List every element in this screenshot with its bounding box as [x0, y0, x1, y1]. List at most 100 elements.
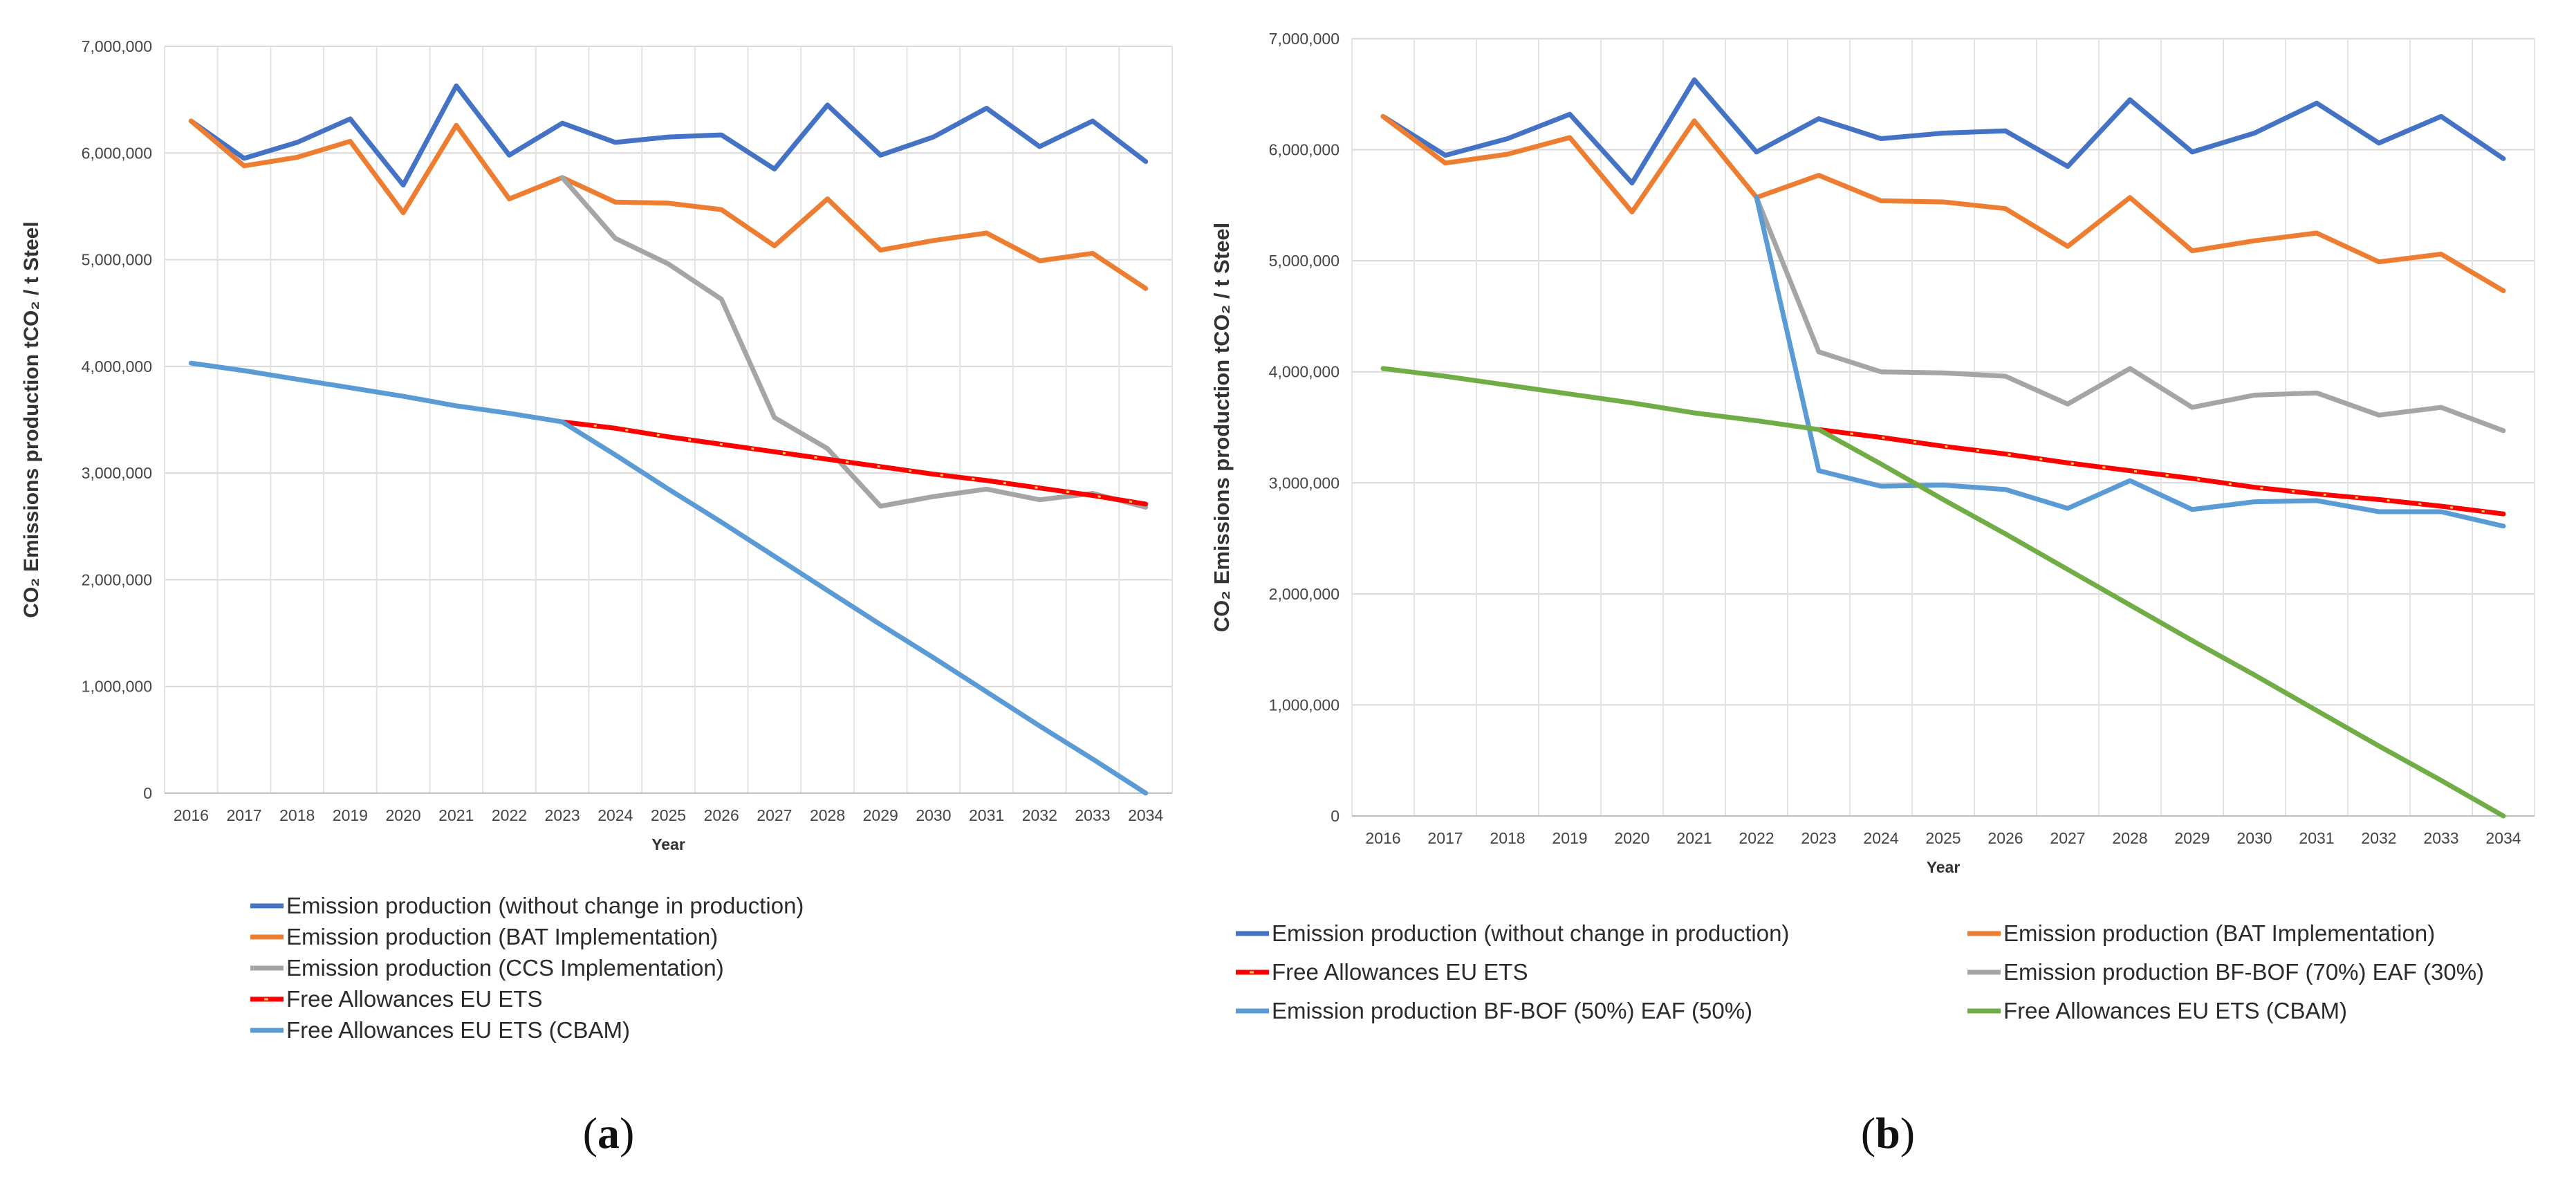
legend-label: Emission production BF-BOF (50%) EAF (50… [1272, 998, 1752, 1023]
series-line-emission-production-without-change-in-production [1380, 77, 2506, 186]
series-line-dash-overlay [562, 420, 1146, 505]
x-tick-label: 2026 [704, 806, 739, 824]
x-tick-label: 2025 [1925, 829, 1961, 847]
panel-label: (b) [1861, 1108, 1915, 1158]
x-tick-label: 2032 [2361, 829, 2396, 847]
y-tick-label: 7,000,000 [82, 37, 152, 55]
x-tick-label: 2034 [2485, 829, 2521, 847]
legend-item: Emission production (without change in p… [250, 893, 804, 918]
chart-panel-a: 0 1,000,000 2,000,000 3,000,000 4,000,000 5,0… [20, 37, 1173, 1158]
legend-item: Emission production (CCS Implementation) [250, 955, 724, 981]
series-line-emission-production-ccs-implementation [559, 175, 1149, 510]
legend-item: Emission production (BAT Implementation) [1967, 920, 2435, 946]
x-tick-label: 2033 [1075, 806, 1110, 824]
legend-label: Emission production (without change in p… [1272, 920, 1789, 946]
y-tick-label: 6,000,000 [1269, 141, 1340, 159]
x-tick-label: 2019 [333, 806, 368, 824]
legend-item: Emission production (without change in p… [1236, 920, 1789, 946]
y-tick-label: 5,000,000 [1269, 252, 1340, 270]
x-axis-title: Year [651, 835, 685, 853]
x-tick-label: 2022 [492, 806, 527, 824]
y-tick-label: 3,000,000 [82, 464, 152, 482]
x-tick-label: 2026 [1987, 829, 2023, 847]
y-axis-title: CO₂ Emissions production tCO₂ / t Steel [1210, 223, 1234, 633]
x-tick-label: 2030 [2236, 829, 2272, 847]
x-tick-label: 2028 [2112, 829, 2147, 847]
x-tick-label: 2030 [916, 806, 951, 824]
x-tick-label: 2020 [1614, 829, 1649, 847]
x-tick-label: 2029 [2174, 829, 2209, 847]
chart-panel-b: 0 1,000,000 2,000,000 3,000,000 4,000,000 5,0… [1210, 30, 2535, 1158]
legend-label: Emission production (without change in p… [286, 893, 804, 918]
series-line-free-allowances-eu-ets-cbam [1380, 366, 2506, 819]
y-tick-label: 5,000,000 [82, 251, 152, 269]
x-tick-label: 2020 [385, 806, 420, 824]
x-tick-label: 2019 [1552, 829, 1587, 847]
grid [164, 46, 1173, 794]
legend-item: Free Allowances EU ETS [1236, 959, 1528, 985]
y-tick-label: 4,000,000 [1269, 363, 1340, 381]
y-tick-label: 7,000,000 [1269, 30, 1340, 48]
x-axis-title: Year [1927, 858, 1961, 876]
legend-label: Free Allowances EU ETS (CBAM) [286, 1017, 630, 1043]
x-tick-label: 2025 [651, 806, 686, 824]
x-tick-label: 2024 [1863, 829, 1898, 847]
x-tick-label: 2017 [1427, 829, 1463, 847]
series-line-dash-overlay [1818, 428, 2504, 515]
series-line-emission-production-bf-bof-70-eaf-30 [1754, 195, 2506, 434]
legend-label: Free Allowances EU ETS (CBAM) [2003, 998, 2347, 1023]
x-tick-label: 2016 [174, 806, 209, 824]
panel-label: (a) [583, 1108, 635, 1158]
series-lines [1380, 77, 2506, 819]
y-tick-label: 2,000,000 [1269, 585, 1340, 603]
x-tick-label: 2032 [1022, 806, 1057, 824]
y-tick-label: 3,000,000 [1269, 474, 1340, 492]
legend: Emission production (without change in p… [250, 893, 804, 1043]
legend-item: Free Allowances EU ETS [250, 986, 542, 1012]
legend-item: Free Allowances EU ETS (CBAM) [250, 1017, 630, 1043]
x-tick-label: 2021 [438, 806, 474, 824]
x-tick-label: 2031 [969, 806, 1004, 824]
x-tick-label: 2028 [810, 806, 845, 824]
series-line-emission-production-bat-implementation [188, 118, 1149, 291]
legend-item: Free Allowances EU ETS (CBAM) [1967, 998, 2347, 1023]
x-tick-label: 2023 [1801, 829, 1836, 847]
y-tick-label: 0 [1331, 807, 1340, 825]
x-tick-label: 2021 [1676, 829, 1712, 847]
series-lines [188, 83, 1149, 796]
series-line-emission-production-without-change-in-production [188, 83, 1149, 188]
series-line-emission-production-bat-implementation [1380, 113, 2506, 293]
x-tick-label: 2029 [863, 806, 898, 824]
grid [1351, 38, 2535, 817]
x-tick-label: 2024 [597, 806, 633, 824]
legend-item: Emission production (BAT Implementation) [250, 924, 718, 949]
y-tick-label: 1,000,000 [1269, 696, 1340, 714]
y-axis-title: CO₂ Emissions production tCO₂ / t Steel [20, 221, 43, 618]
y-tick-label: 6,000,000 [82, 144, 152, 162]
x-tick-label: 2017 [226, 806, 261, 824]
x-tick-label: 2031 [2299, 829, 2334, 847]
legend-label: Emission production (BAT Implementation) [2003, 920, 2435, 946]
x-tick-label: 2034 [1128, 806, 1163, 824]
y-tick-label: 0 [143, 784, 152, 802]
y-tick-label: 1,000,000 [82, 678, 152, 696]
series-line-free-allowances-eu-ets-cbam [188, 360, 1149, 796]
legend-label: Free Allowances EU ETS [1272, 959, 1528, 985]
legend-item: Emission production BF-BOF (70%) EAF (30… [1967, 959, 2484, 985]
x-tick-label: 2033 [2423, 829, 2458, 847]
series-line-emission-production-bf-bof-50-eaf-50 [1754, 195, 2506, 529]
legend-label: Emission production (BAT Implementation) [286, 924, 718, 949]
x-tick-label: 2016 [1365, 829, 1400, 847]
y-tick-label: 2,000,000 [82, 570, 152, 588]
x-tick-label: 2027 [2050, 829, 2085, 847]
legend: Emission production (without change in p… [1236, 920, 2484, 1023]
x-tick-label: 2018 [279, 806, 315, 824]
legend-label: Emission production (CCS Implementation) [286, 955, 724, 981]
y-tick-label: 4,000,000 [82, 358, 152, 375]
legend-label: Free Allowances EU ETS [286, 986, 542, 1012]
x-tick-label: 2018 [1490, 829, 1525, 847]
x-tick-label: 2027 [757, 806, 792, 824]
x-tick-label: 2022 [1739, 829, 1774, 847]
x-tick-label: 2023 [545, 806, 580, 824]
